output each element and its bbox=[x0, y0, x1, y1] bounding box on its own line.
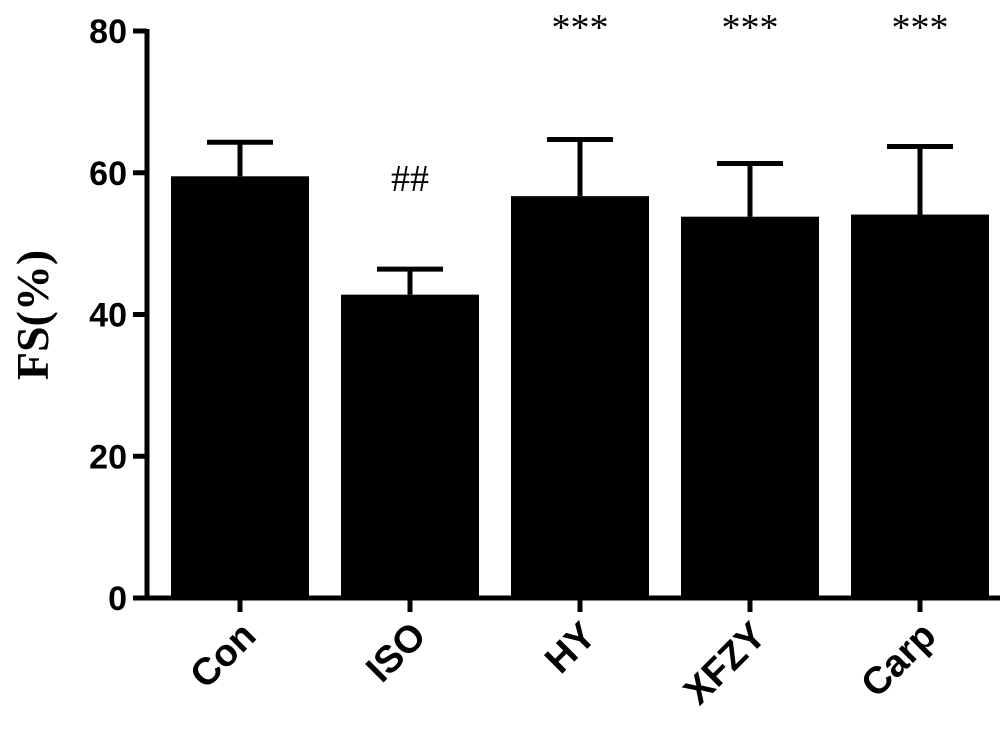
y-tick-label: 20 bbox=[89, 438, 127, 476]
y-tick-label: 0 bbox=[108, 580, 127, 618]
bar-iso bbox=[341, 295, 479, 598]
x-tick-label: XFZY bbox=[676, 615, 774, 713]
bars: ## *** *** *** bbox=[171, 7, 989, 598]
significance-label: *** bbox=[552, 7, 609, 49]
x-tick-label: HY bbox=[537, 615, 604, 682]
significance-label: *** bbox=[722, 7, 779, 49]
y-tick-label: 60 bbox=[89, 155, 127, 193]
y-tick-label: 40 bbox=[89, 297, 127, 335]
y-axis-title: FS(%) bbox=[7, 250, 58, 380]
bar-carp bbox=[851, 215, 989, 598]
x-tick-label: Carp bbox=[853, 615, 944, 706]
x-tick-label: Con bbox=[182, 615, 264, 697]
x-tick-label: ISO bbox=[358, 615, 434, 691]
bar-hy bbox=[511, 196, 649, 598]
significance-label: ## bbox=[391, 158, 429, 200]
bar-con bbox=[171, 176, 309, 598]
y-tick-label: 80 bbox=[89, 13, 127, 51]
bar-xfzy bbox=[681, 217, 819, 598]
significance-label: *** bbox=[892, 7, 949, 49]
